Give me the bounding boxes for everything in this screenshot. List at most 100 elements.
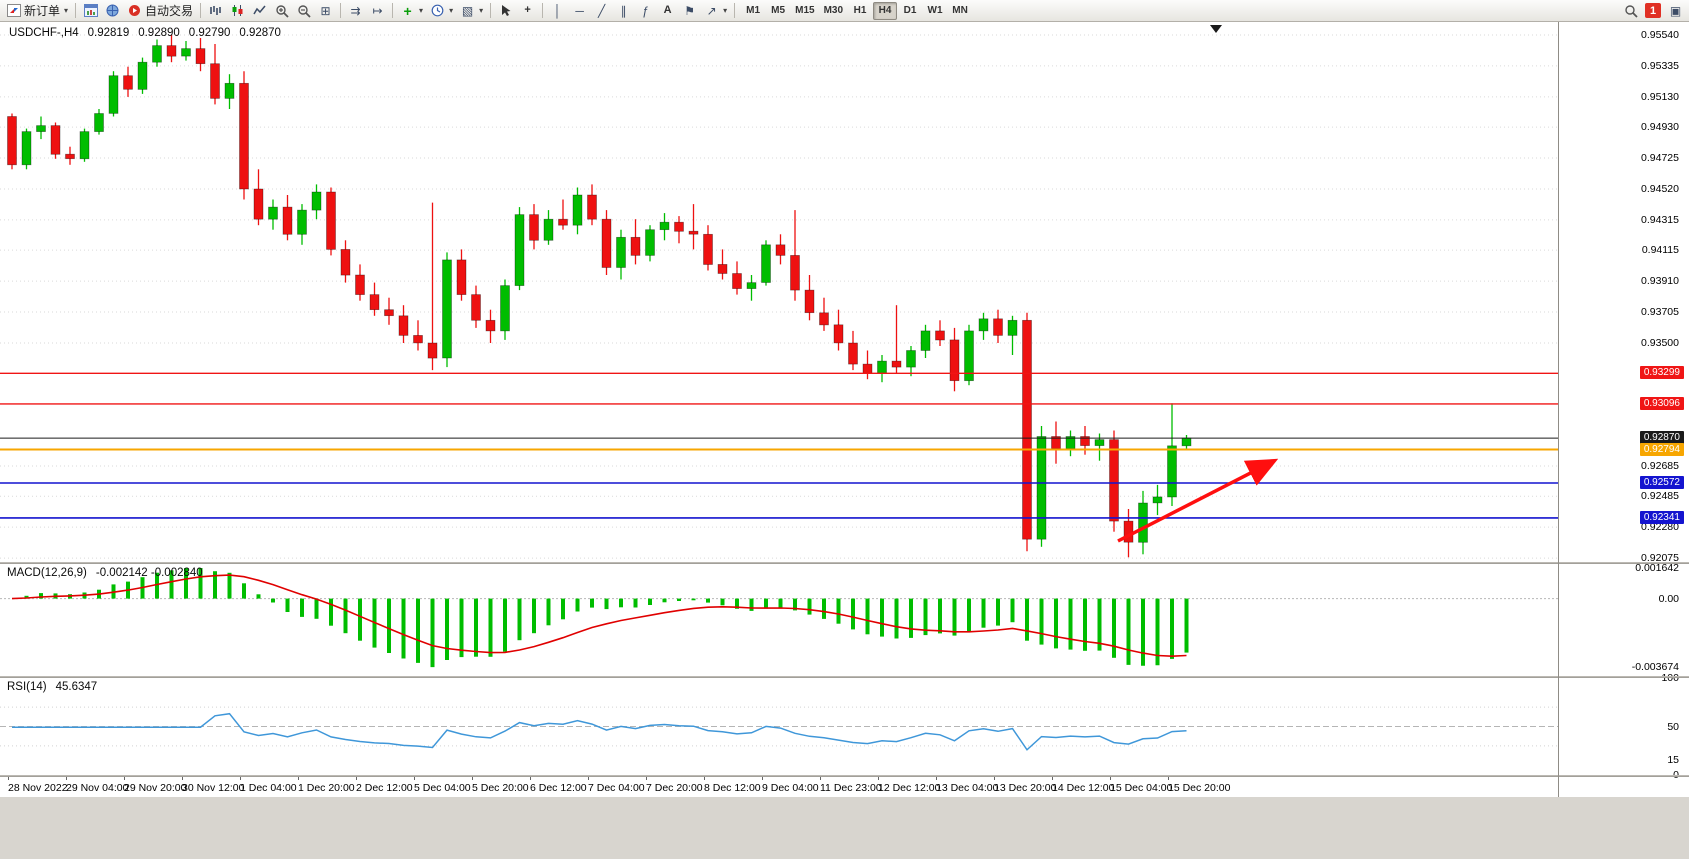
time-tick bbox=[356, 777, 357, 780]
time-tick bbox=[298, 777, 299, 780]
cursor-icon bbox=[498, 3, 513, 18]
chevron-down-icon: ▾ bbox=[479, 6, 484, 15]
text-button[interactable]: A bbox=[657, 1, 678, 20]
price-tick-label: 0.95540 bbox=[1641, 28, 1679, 41]
timeframe-m5[interactable]: M5 bbox=[766, 2, 790, 20]
new-order-label: 新订单 bbox=[24, 4, 61, 18]
time-label: 13 Dec 20:00 bbox=[994, 782, 1057, 794]
macd-panel-surface[interactable] bbox=[0, 564, 1558, 676]
time-tick bbox=[66, 777, 67, 780]
templates-icon: ▧ bbox=[461, 3, 474, 18]
timeframe-d1[interactable]: D1 bbox=[898, 2, 922, 20]
timeframe-m15[interactable]: M15 bbox=[791, 2, 818, 20]
autotrade-icon bbox=[127, 3, 142, 18]
price-axis[interactable]: 0.95540 0.95335 0.95130 0.94930 0.94725 0.945… bbox=[1559, 22, 1689, 797]
channel-button[interactable]: ∥ bbox=[613, 1, 634, 20]
market-watch-button[interactable] bbox=[102, 1, 123, 20]
chart-shift-marker[interactable] bbox=[1210, 25, 1222, 33]
timeframe-w1[interactable]: W1 bbox=[923, 2, 947, 20]
time-axis[interactable]: 28 Nov 2022 29 Nov 04:00 29 Nov 20:00 30 No… bbox=[0, 777, 1558, 797]
time-label: 1 Dec 04:00 bbox=[240, 782, 297, 794]
indicators-icon: + bbox=[403, 2, 412, 19]
timeframe-h1[interactable]: H1 bbox=[848, 2, 872, 20]
toolbar-separator bbox=[340, 3, 342, 18]
auto-scroll-button[interactable]: ⇉ bbox=[345, 1, 366, 20]
chart-shift-icon: ↦ bbox=[372, 3, 383, 18]
zoom-out-icon bbox=[296, 3, 311, 18]
time-label: 5 Dec 20:00 bbox=[472, 782, 529, 794]
templates-button[interactable]: ▧ ▾ bbox=[457, 1, 486, 20]
price-tick-label: 0.94930 bbox=[1641, 121, 1679, 134]
timeframe-h4[interactable]: H4 bbox=[873, 1, 898, 20]
candlestick-chart-surface[interactable] bbox=[0, 22, 1558, 562]
crosshair-button[interactable]: + bbox=[517, 1, 538, 20]
time-tick bbox=[994, 777, 995, 780]
time-tick bbox=[762, 777, 763, 780]
time-tick bbox=[588, 777, 589, 780]
zoom-out-button[interactable] bbox=[293, 1, 314, 20]
tile-windows-button[interactable]: ⊞ bbox=[315, 1, 336, 20]
horizontal-line-button[interactable]: ─ bbox=[569, 1, 590, 20]
price-tick-label: 0.92685 bbox=[1641, 459, 1679, 472]
new-order-button[interactable]: 新订单 ▾ bbox=[3, 1, 71, 20]
time-label: 15 Dec 20:00 bbox=[1168, 782, 1231, 794]
window-icon: ▣ bbox=[1669, 3, 1682, 18]
text-label-icon: ⚑ bbox=[684, 3, 695, 18]
timeframe-mn[interactable]: MN bbox=[948, 2, 972, 20]
chart-shift-button[interactable]: ↦ bbox=[367, 1, 388, 20]
tile-windows-icon: ⊞ bbox=[320, 3, 331, 18]
trendline-button[interactable]: ╱ bbox=[591, 1, 612, 20]
price-tick-label: 0.95130 bbox=[1641, 90, 1679, 103]
price-tick-label: 0.93500 bbox=[1641, 336, 1679, 349]
periods-clock-icon bbox=[430, 3, 445, 18]
time-tick bbox=[1168, 777, 1169, 780]
hline-price-label: 0.92794 bbox=[1639, 442, 1684, 456]
toolbar-separator bbox=[200, 3, 202, 18]
price-tick-label: 0.92075 bbox=[1641, 552, 1679, 565]
charts-window-button[interactable] bbox=[80, 1, 101, 20]
time-tick bbox=[1052, 777, 1053, 780]
window-button[interactable]: ▣ bbox=[1665, 1, 1686, 20]
time-label: 5 Dec 04:00 bbox=[414, 782, 471, 794]
trend-arrow-annotation[interactable] bbox=[1117, 458, 1279, 543]
time-tick bbox=[414, 777, 415, 780]
hline-price-label: 0.93096 bbox=[1639, 396, 1684, 410]
arrows-icon: ↗ bbox=[706, 3, 717, 18]
panel-separator[interactable] bbox=[0, 676, 1689, 678]
time-label: 7 Dec 04:00 bbox=[588, 782, 645, 794]
indicators-button[interactable]: + ▾ bbox=[397, 1, 426, 20]
cursor-button[interactable] bbox=[495, 1, 516, 20]
time-label: 13 Dec 04:00 bbox=[936, 782, 999, 794]
axis-separator bbox=[1558, 22, 1559, 797]
panel-separator[interactable] bbox=[0, 562, 1689, 564]
price-tick-label: 0.94520 bbox=[1641, 182, 1679, 195]
candlestick-chart-button[interactable] bbox=[227, 1, 248, 20]
rsi-tick-label: 100 bbox=[1661, 672, 1679, 684]
horizontal-line-icon: ─ bbox=[575, 3, 584, 18]
rsi-panel-surface[interactable] bbox=[0, 678, 1558, 775]
vertical-line-icon: │ bbox=[553, 3, 562, 18]
autotrade-button[interactable]: 自动交易 bbox=[124, 1, 196, 20]
auto-scroll-icon: ⇉ bbox=[350, 3, 361, 18]
price-tick-label: 0.95335 bbox=[1641, 59, 1679, 72]
time-label: 28 Nov 2022 bbox=[8, 782, 68, 794]
toolbar-separator bbox=[75, 3, 77, 18]
time-label: 29 Nov 20:00 bbox=[124, 782, 187, 794]
panel-separator[interactable] bbox=[0, 775, 1689, 777]
time-tick bbox=[8, 777, 9, 780]
periods-button[interactable]: ▾ bbox=[427, 1, 456, 20]
text-label-button[interactable]: ⚑ bbox=[679, 1, 700, 20]
notification-badge[interactable]: 1 bbox=[1645, 3, 1661, 18]
timeframe-m1[interactable]: M1 bbox=[741, 2, 765, 20]
time-tick bbox=[530, 777, 531, 780]
timeframe-m30[interactable]: M30 bbox=[820, 2, 847, 20]
arrows-button[interactable]: ↗ ▾ bbox=[701, 1, 730, 20]
search-button[interactable] bbox=[1620, 1, 1641, 20]
vertical-line-button[interactable]: │ bbox=[547, 1, 568, 20]
line-chart-button[interactable] bbox=[249, 1, 270, 20]
fibonacci-button[interactable]: ƒ bbox=[635, 1, 656, 20]
time-label: 1 Dec 20:00 bbox=[298, 782, 355, 794]
bar-chart-button[interactable] bbox=[205, 1, 226, 20]
macd-tick-label: -0.003674 bbox=[1631, 661, 1679, 674]
zoom-in-button[interactable] bbox=[271, 1, 292, 20]
